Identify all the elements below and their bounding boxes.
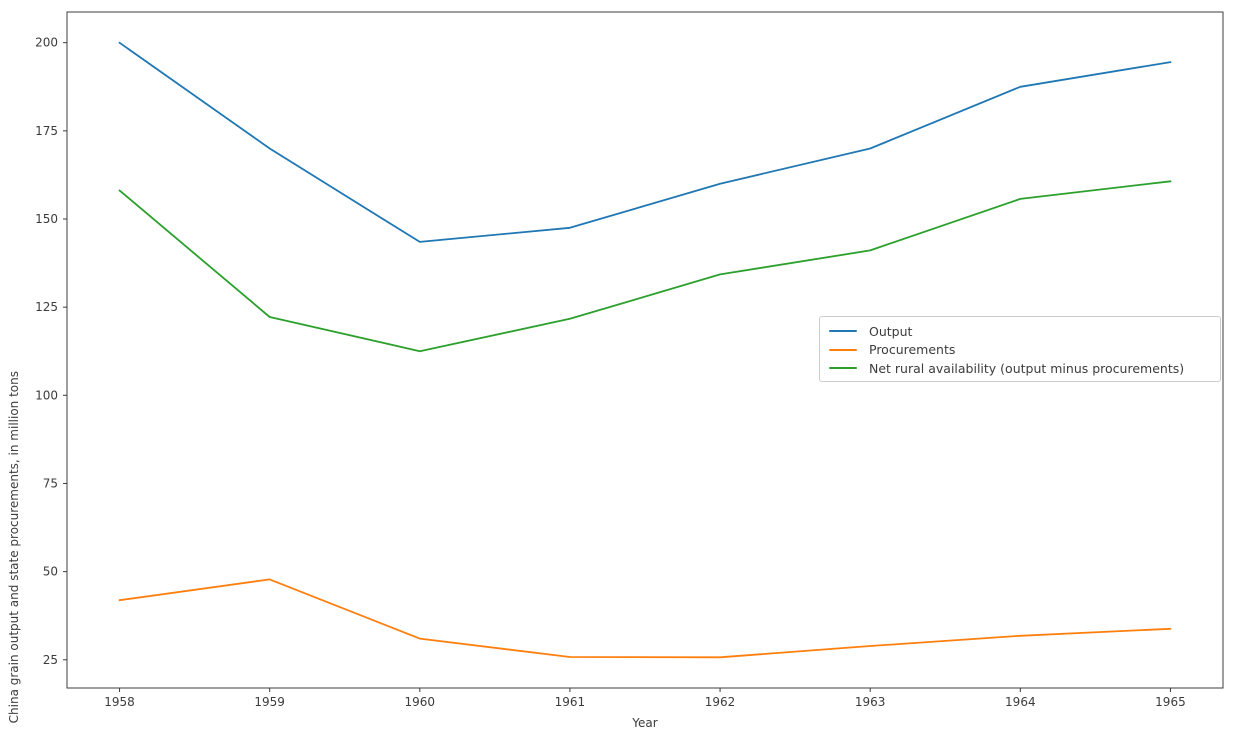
- legend-label-output: Output: [869, 323, 913, 339]
- y-tick-label: 200: [35, 36, 58, 50]
- legend-label-net-rural-availability: Net rural availability (output minus pro…: [869, 360, 1185, 376]
- x-tick-label: 1960: [405, 695, 436, 709]
- legend-line-swatch-procurements: [829, 348, 857, 351]
- y-tick-label: 150: [35, 212, 58, 226]
- y-tick-label: 25: [43, 653, 58, 667]
- legend-item-procurements: Procurements: [829, 341, 1212, 359]
- x-tick-label: 1963: [855, 695, 886, 709]
- legend-item-output: Output: [829, 322, 1212, 340]
- x-tick-label: 1965: [1155, 695, 1186, 709]
- legend-line-swatch-net-rural-availability: [829, 367, 857, 369]
- x-tick-label: 1959: [254, 695, 285, 709]
- x-tick-label: 1964: [1005, 695, 1036, 709]
- legend-label-procurements: Procurements: [869, 342, 956, 357]
- legend-line-swatch-output: [829, 330, 857, 332]
- legend: Output Procurements Net rural availabili…: [819, 316, 1221, 382]
- y-tick-label: 75: [43, 476, 58, 490]
- series-line-output: [118, 41, 1172, 243]
- y-tick-label: 175: [35, 124, 58, 138]
- x-tick-label: 1962: [705, 695, 736, 709]
- legend-item-net-rural-availability: Net rural availability (output minus pro…: [829, 359, 1212, 377]
- x-axis-label: Year: [632, 716, 658, 730]
- series-line-procurements: [118, 578, 1172, 659]
- y-tick-label: 125: [35, 300, 58, 314]
- x-tick-label: 1961: [555, 695, 586, 709]
- series-line-net-rural-availability-output-minus-procurements: [118, 180, 1172, 353]
- x-tick-label: 1958: [104, 695, 135, 709]
- axes-spines: [66, 11, 1224, 689]
- y-tick-label: 50: [43, 565, 58, 579]
- y-tick-label: 100: [35, 388, 58, 402]
